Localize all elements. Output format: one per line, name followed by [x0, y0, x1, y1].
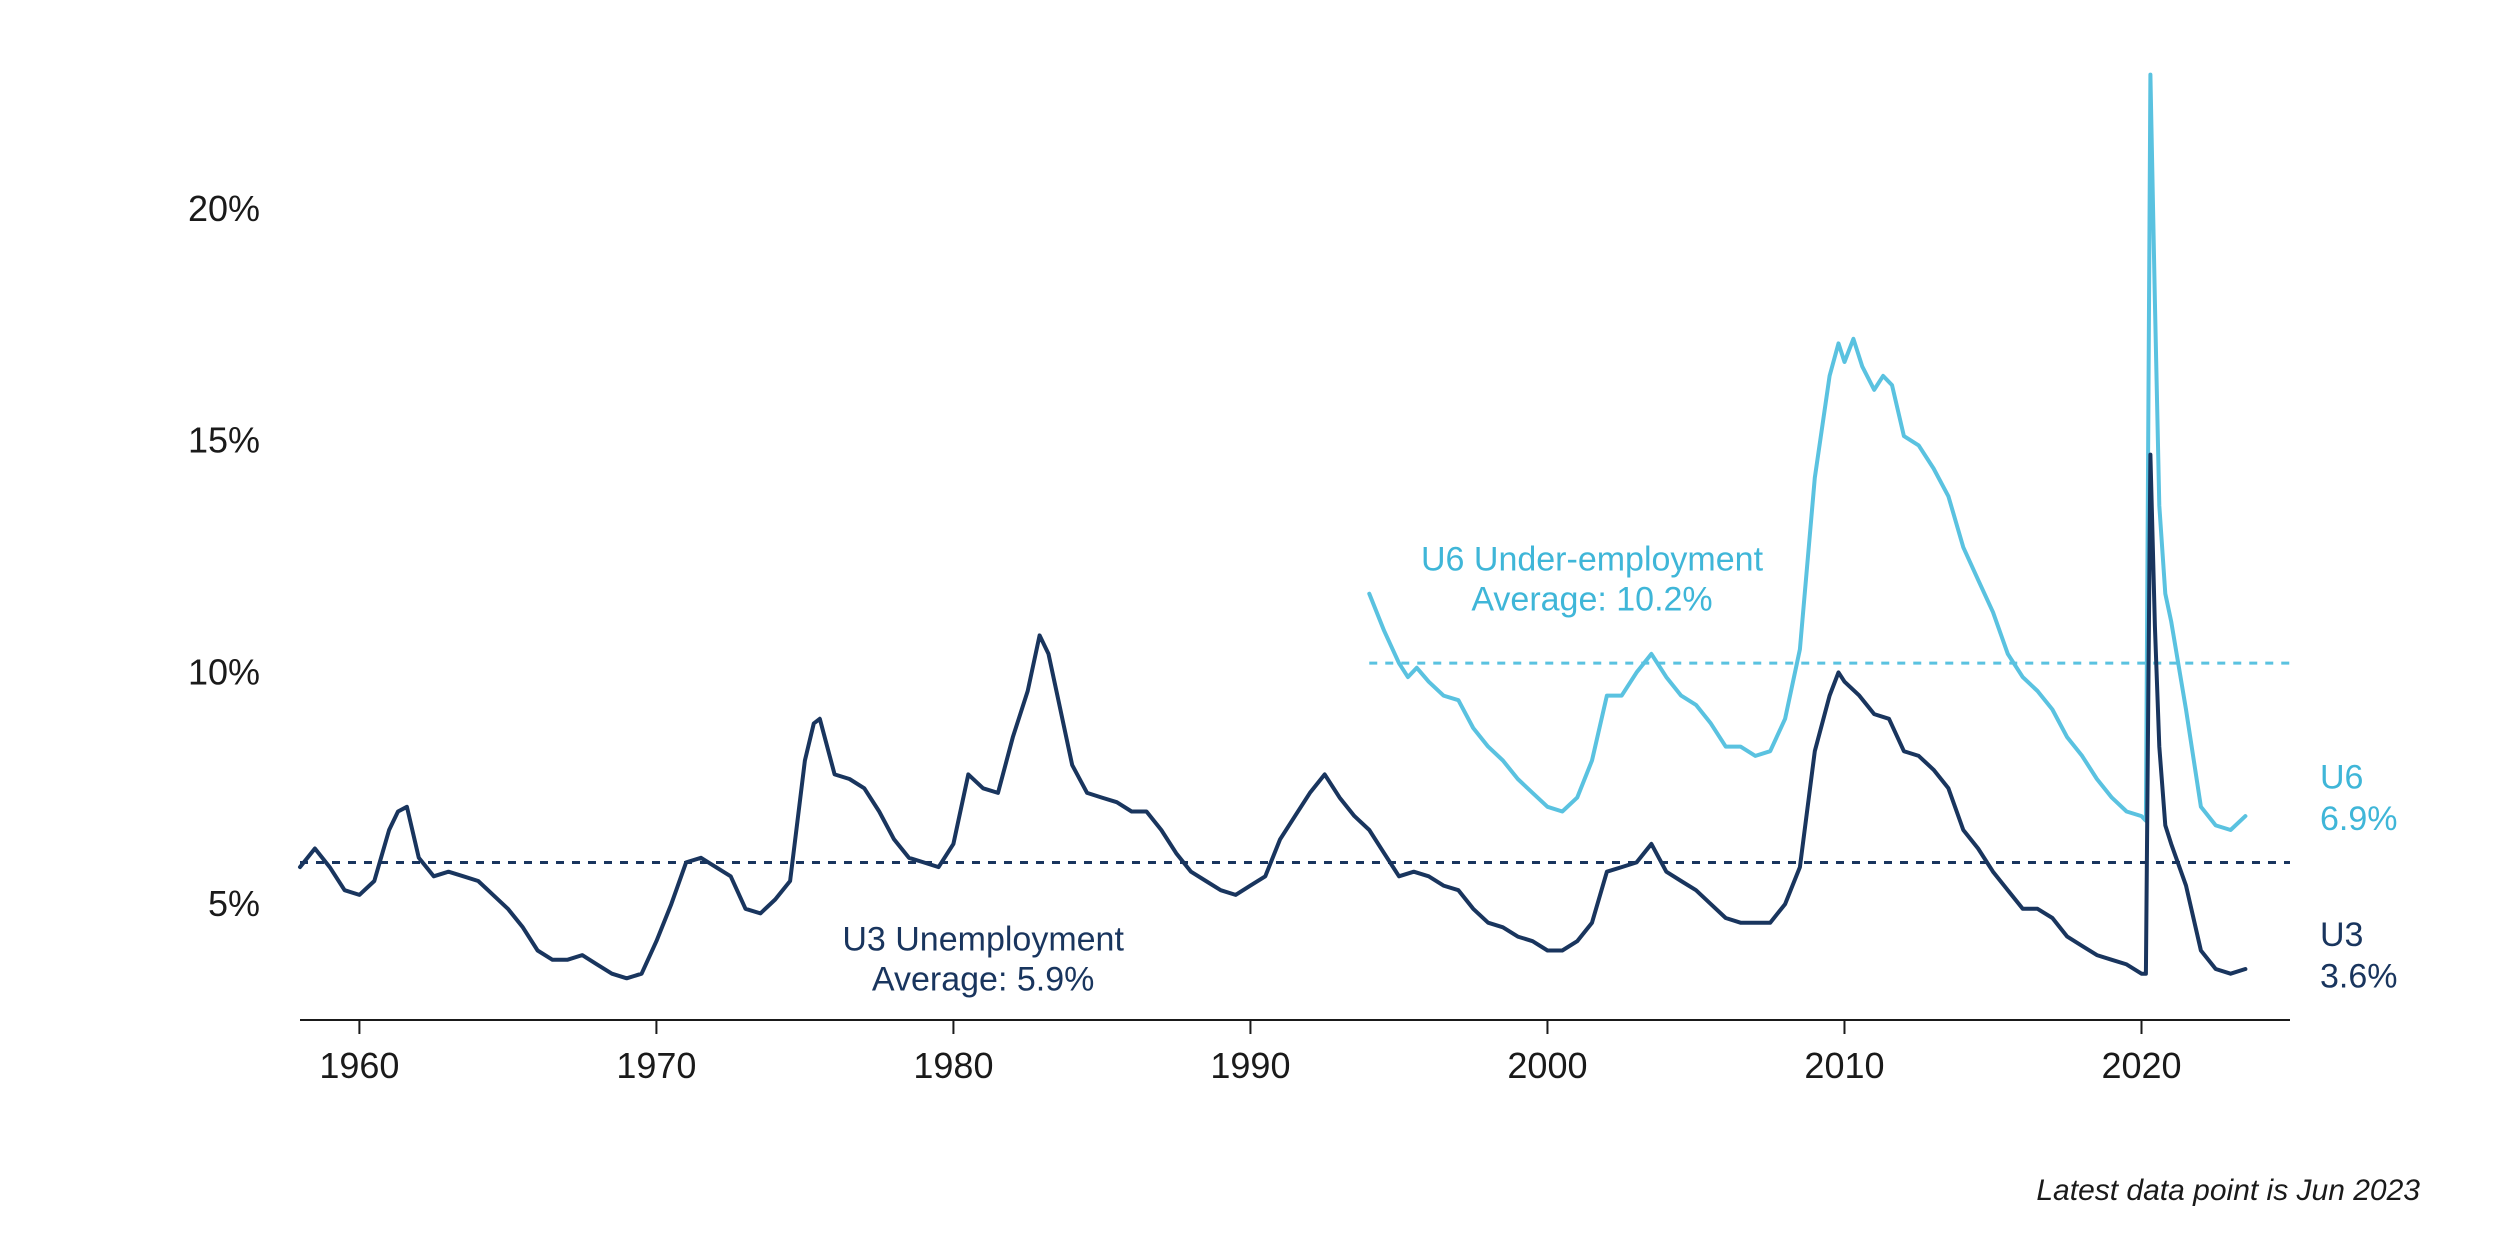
y-tick-label: 15% — [188, 420, 260, 461]
chart-svg: 1960 1970 1980 1990 2000 2010 2020 5% 10% 15% 20% U… — [0, 0, 2501, 1250]
u3-end-value: 3.6% — [2320, 958, 2398, 996]
x-tick-label: 2000 — [1507, 1045, 1587, 1086]
y-tick-label: 20% — [188, 188, 260, 229]
u6-end-value: 6.9% — [2320, 800, 2398, 838]
unemployment-chart: 1960 1970 1980 1990 2000 2010 2020 5% 10% 15% 20% U… — [0, 0, 2501, 1250]
u3-annotation-line2: Average: 5.9% — [872, 960, 1094, 998]
u3-end-name: U3 — [2320, 916, 2363, 954]
y-tick-label: 5% — [208, 883, 260, 924]
u3-annotation-line1: U3 Unemployment — [842, 920, 1124, 958]
u3-series-line — [300, 455, 2245, 979]
x-tick-label: 1970 — [616, 1045, 696, 1086]
x-tick-label: 1990 — [1210, 1045, 1290, 1086]
u6-annotation-line2: Average: 10.2% — [1471, 580, 1712, 618]
x-tick-label: 1960 — [319, 1045, 399, 1086]
x-tick-label: 2020 — [2101, 1045, 2181, 1086]
x-tick-label: 1980 — [913, 1045, 993, 1086]
x-tick-label: 2010 — [1804, 1045, 1884, 1086]
y-tick-label: 10% — [188, 651, 260, 692]
footnote: Latest data point is Jun 2023 — [2036, 1174, 2420, 1207]
u6-annotation-line1: U6 Under-employment — [1421, 540, 1764, 578]
u6-end-name: U6 — [2320, 758, 2363, 796]
u6-series-line — [1369, 75, 2245, 830]
